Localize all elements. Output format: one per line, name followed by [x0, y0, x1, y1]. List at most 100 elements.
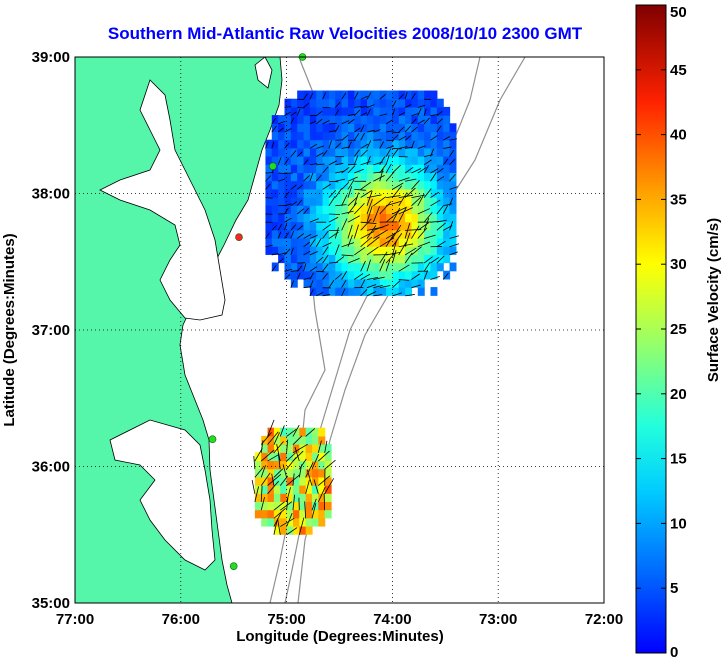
velocity-arrow [265, 232, 270, 239]
velocity-cell [311, 509, 319, 519]
velocity-cell [417, 172, 425, 182]
velocity-cell [311, 517, 319, 527]
velocity-cell [417, 156, 425, 165]
velocity-arrow [360, 105, 368, 108]
velocity-cell [261, 444, 269, 453]
velocity-arrow [443, 146, 452, 149]
velocity-cell [424, 246, 432, 255]
velocity-cell [305, 493, 313, 502]
velocity-arrow [267, 419, 275, 437]
velocity-cell [299, 427, 307, 437]
velocity-cell [436, 262, 444, 272]
velocity-cell [430, 229, 438, 239]
velocity-cell [341, 221, 349, 231]
velocity-cell [303, 262, 311, 272]
velocity-cell [299, 444, 307, 453]
velocity-cell [443, 147, 451, 157]
velocity-cell [322, 287, 330, 296]
velocity-arrow [417, 167, 427, 174]
velocity-arrow [360, 112, 368, 117]
velocity-cell [335, 229, 343, 239]
velocity-cell [411, 164, 419, 174]
velocity-arrow [385, 252, 401, 256]
velocity-cell [318, 460, 326, 470]
velocity-cell [417, 196, 425, 206]
velocity-arrow [347, 202, 358, 215]
velocity-cell [398, 254, 406, 264]
x-tick-label: 74:00 [373, 611, 411, 628]
velocity-cell [347, 90, 355, 100]
velocity-arrow [354, 127, 361, 133]
velocity-cell [292, 444, 300, 453]
velocity-cell [354, 196, 362, 206]
velocity-arrow [398, 207, 407, 223]
velocity-arrow [304, 501, 307, 519]
velocity-arrow [385, 229, 401, 239]
velocity-cell [290, 106, 298, 116]
colorbar-tick-label: 45 [670, 62, 687, 79]
velocity-cell [430, 180, 438, 190]
velocity-cell [267, 493, 275, 502]
velocity-cell [316, 123, 324, 133]
velocity-cell [379, 172, 387, 182]
velocity-arrow [360, 149, 368, 157]
velocity-arrow [392, 185, 402, 198]
velocity-arrow [404, 135, 412, 141]
velocity-cell [335, 278, 343, 288]
velocity-cell [292, 452, 300, 462]
velocity-cell [284, 98, 292, 108]
velocity-cell [379, 229, 387, 239]
velocity-arrow [366, 194, 382, 198]
velocity-cell [309, 139, 317, 149]
velocity-cell [347, 237, 355, 247]
velocity-arrow [430, 168, 439, 174]
velocity-arrow [436, 255, 445, 264]
x-tick-label: 75:00 [267, 611, 305, 628]
velocity-arrow [311, 454, 320, 470]
velocity-cell [411, 123, 419, 133]
velocity-cell [309, 156, 317, 165]
velocity-cell [443, 221, 451, 231]
velocity-arrow [296, 272, 301, 280]
velocity-cell [335, 139, 343, 149]
velocity-cell [305, 460, 313, 470]
velocity-arrow [354, 109, 361, 116]
velocity-cell [405, 147, 413, 157]
velocity-arrow [354, 189, 366, 191]
velocity-cell [398, 196, 406, 206]
velocity-cell [265, 221, 273, 231]
velocity-cell [322, 221, 330, 231]
velocity-cell [367, 196, 374, 206]
velocity-arrow [273, 508, 286, 519]
velocity-arrow [290, 280, 295, 288]
velocity-cell [261, 517, 269, 527]
velocity-arrow [277, 224, 283, 231]
velocity-cell [278, 221, 286, 231]
velocity-cell [411, 196, 419, 206]
velocity-arrow [404, 247, 417, 256]
velocity-cell [392, 205, 400, 214]
velocity-cell [328, 205, 336, 214]
velocity-arrow [322, 166, 329, 174]
velocity-arrow [284, 217, 292, 223]
velocity-cell [386, 287, 393, 296]
velocity-cell [360, 262, 368, 272]
velocity-arrow [379, 168, 384, 182]
velocity-cell [273, 485, 281, 494]
velocity-cell [335, 270, 343, 280]
velocity-arrow [284, 191, 290, 198]
velocity-arrow [318, 450, 330, 462]
velocity-arrow [398, 135, 407, 141]
velocity-cell [367, 205, 374, 214]
velocity-cell [392, 123, 400, 133]
velocity-cell [347, 123, 355, 133]
velocity-cell [436, 172, 444, 182]
velocity-arrow [316, 291, 324, 297]
velocity-cell [328, 90, 336, 100]
velocity-arrow [341, 242, 355, 248]
velocity-arrow [430, 172, 437, 182]
velocity-cell [335, 246, 343, 255]
velocity-cell [424, 180, 432, 190]
velocity-arrow [424, 234, 436, 239]
